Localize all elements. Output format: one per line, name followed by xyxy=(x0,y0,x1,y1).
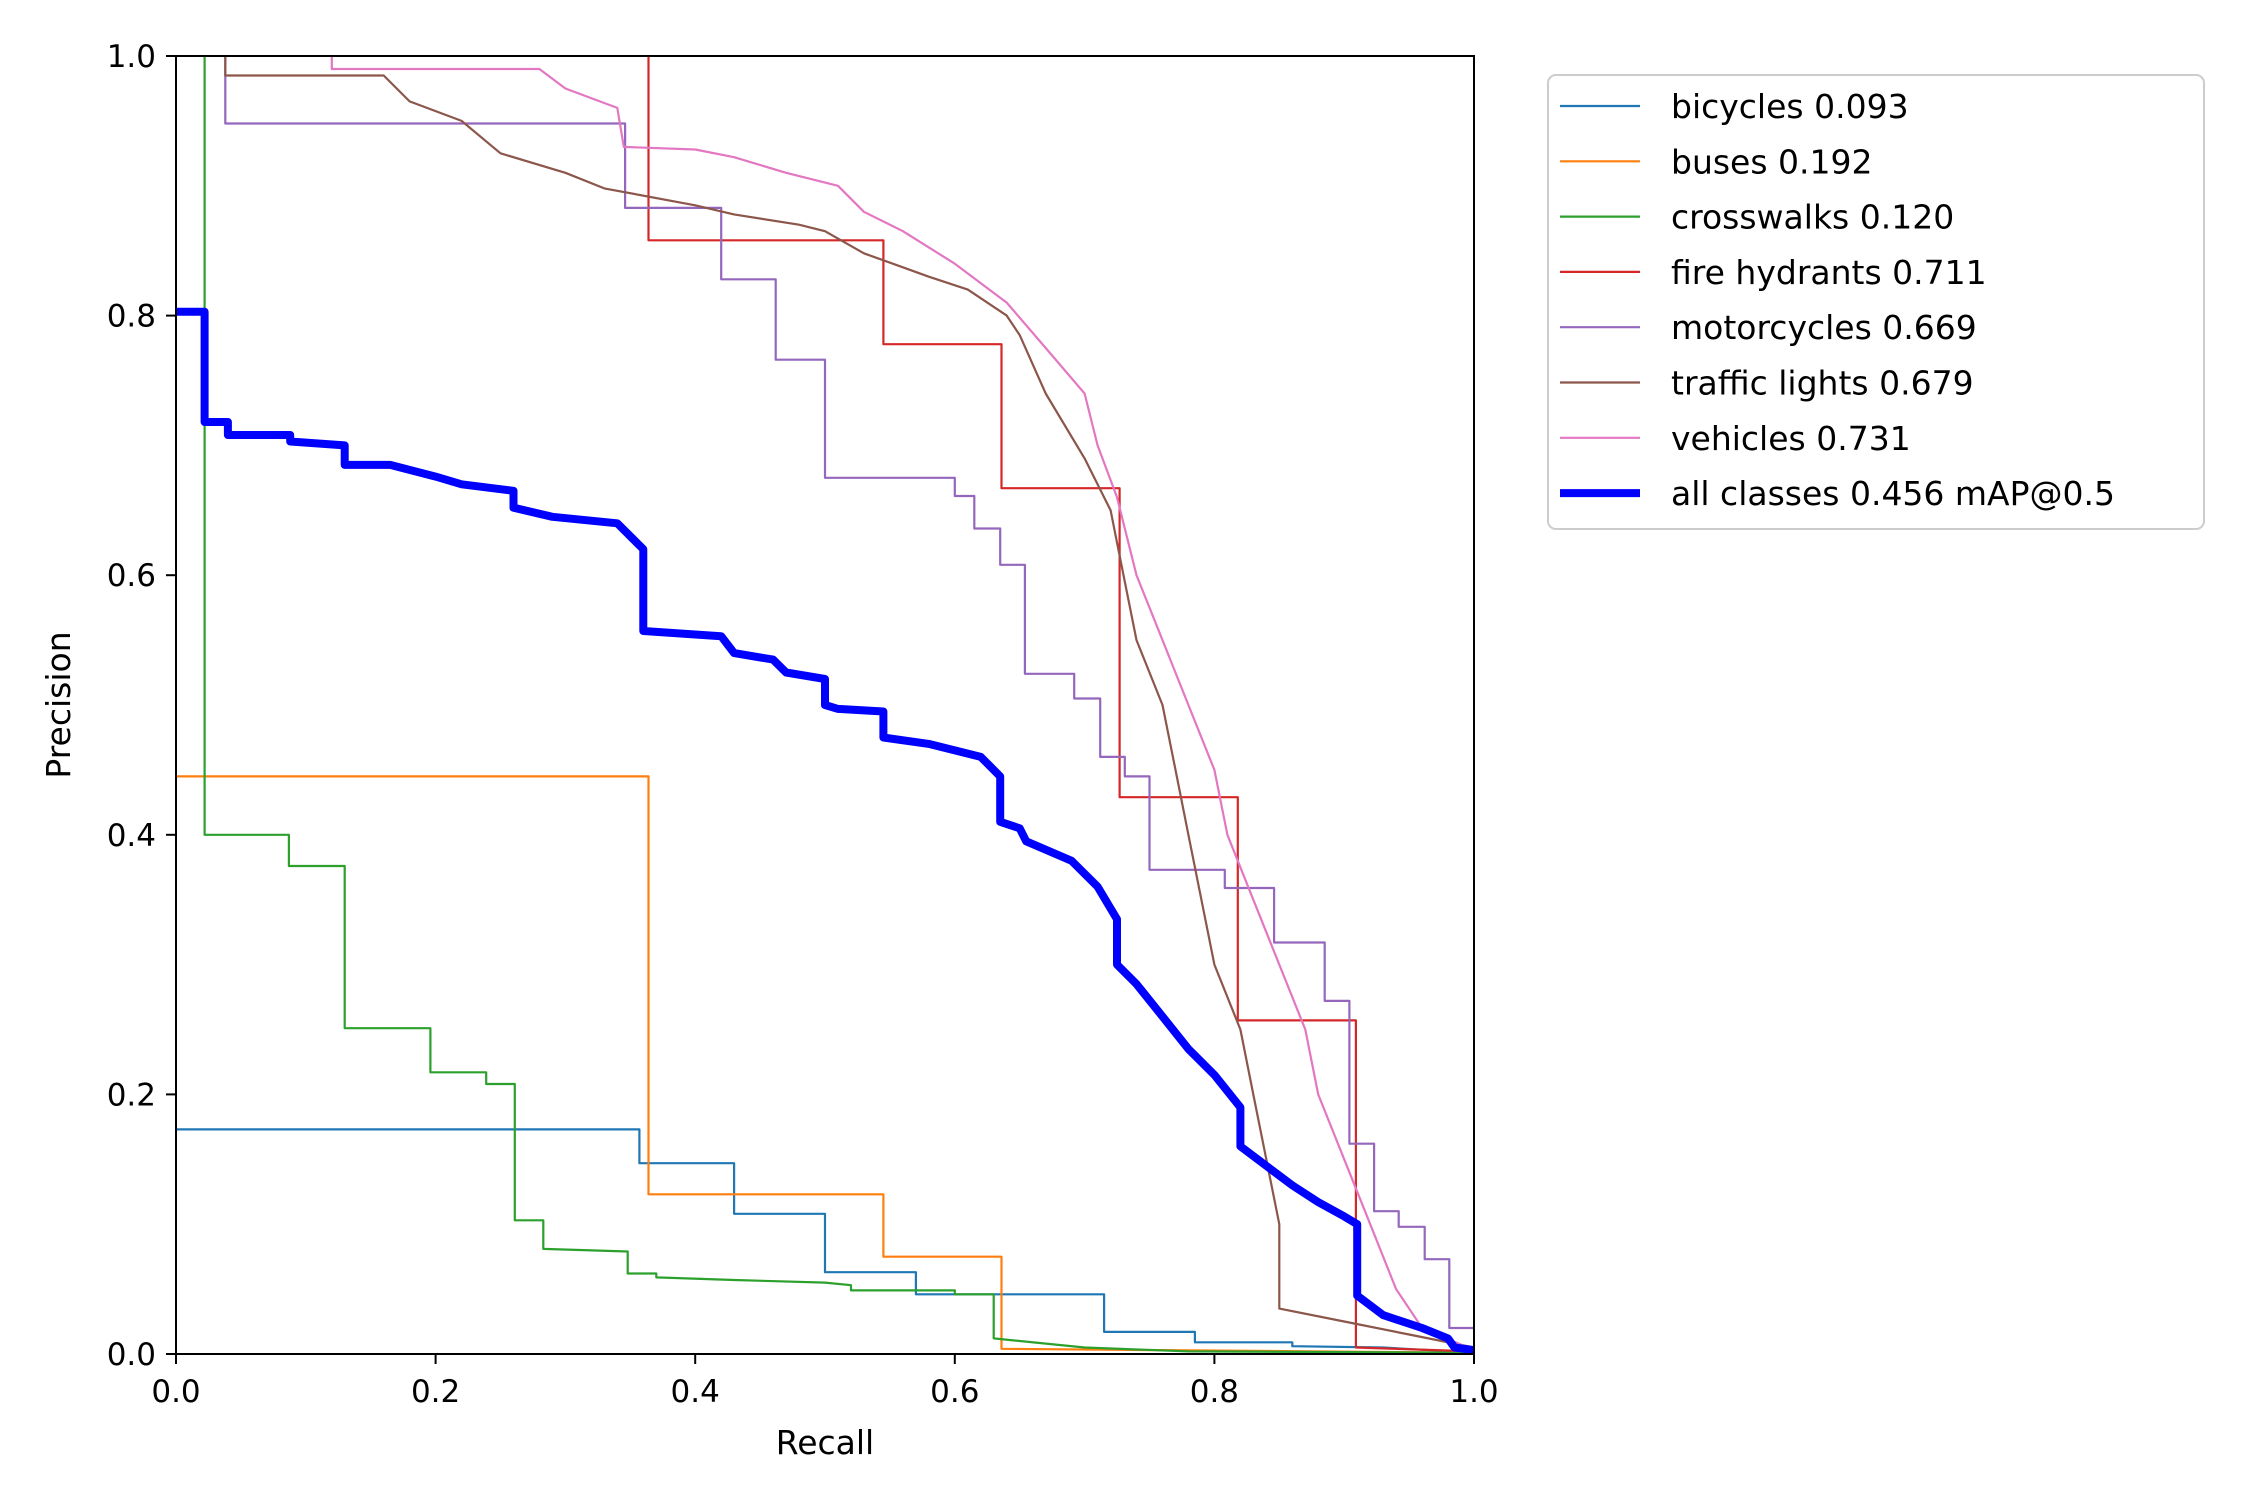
legend-label: buses 0.192 xyxy=(1671,142,1873,181)
series-layer xyxy=(176,56,1474,1354)
x-tick-label: 0.4 xyxy=(671,1374,720,1410)
legend-frame xyxy=(1547,74,2205,530)
x-tick-label: 1.0 xyxy=(1449,1374,1498,1410)
x-tick-label: 0.2 xyxy=(411,1374,460,1410)
y-tick-label: 0.8 xyxy=(107,299,156,335)
legend-label: vehicles 0.731 xyxy=(1671,419,1911,458)
legend-label: motorcycles 0.669 xyxy=(1671,308,1977,347)
legend-label: crosswalks 0.120 xyxy=(1671,198,1954,237)
x-axis: 0.0 0.2 0.4 0.6 0.8 1.0 xyxy=(151,1354,1499,1410)
series-line-6 xyxy=(330,56,1474,1352)
legend-label: all classes 0.456 mAP@0.5 xyxy=(1671,474,2115,513)
legend-label: traffic lights 0.679 xyxy=(1671,364,1974,403)
x-axis-label: Recall xyxy=(776,1423,874,1462)
series-line-2 xyxy=(203,56,1474,1354)
series-line-0 xyxy=(176,1128,1474,1354)
series-line-3 xyxy=(647,56,1474,1353)
y-tick-label: 0.2 xyxy=(107,1077,156,1113)
x-tick-label: 0.0 xyxy=(151,1374,200,1410)
y-tick-label: 0.4 xyxy=(107,818,156,854)
x-tick-label: 0.8 xyxy=(1190,1374,1239,1410)
legend: bicycles 0.093 buses 0.192 crosswalks 0.12… xyxy=(1547,74,2205,530)
plot-frame xyxy=(175,55,1475,1355)
y-tick-label: 0.6 xyxy=(107,558,156,594)
x-tick-label: 0.6 xyxy=(930,1374,979,1410)
y-axis: 0.0 0.2 0.4 0.6 0.8 1.0 xyxy=(107,39,176,1373)
legend-label: fire hydrants 0.711 xyxy=(1671,253,1987,292)
series-line-4 xyxy=(224,56,1474,1330)
plot-area xyxy=(175,55,1475,1355)
y-tick-label: 1.0 xyxy=(107,39,156,75)
series-line-1 xyxy=(176,775,1474,1354)
y-tick-label: 0.0 xyxy=(107,1337,156,1373)
series-line-7 xyxy=(176,307,1474,1354)
series-line-5 xyxy=(224,56,1474,1349)
legend-label: bicycles 0.093 xyxy=(1671,87,1909,126)
y-axis-label: Precision xyxy=(39,631,78,778)
